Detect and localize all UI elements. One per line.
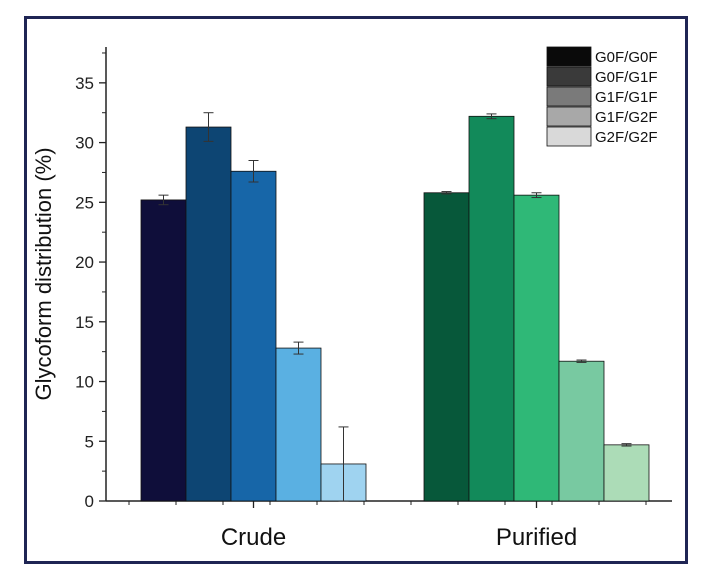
plot-area: 0 5 10 15 20 25 30 35 Crude Purified bbox=[75, 47, 672, 551]
y-tick-label: 10 bbox=[75, 373, 94, 392]
legend-swatch bbox=[546, 46, 592, 67]
y-tick-label: 5 bbox=[85, 432, 94, 451]
y-ticks: 0 5 10 15 20 25 30 35 bbox=[75, 52, 106, 511]
x-ticks bbox=[128, 501, 647, 508]
bar bbox=[275, 347, 322, 502]
bar bbox=[468, 115, 515, 502]
error-bars bbox=[158, 112, 632, 502]
bar bbox=[140, 199, 187, 502]
legend-label: G1F/G1F bbox=[595, 89, 658, 106]
category-label: Purified bbox=[496, 524, 577, 551]
legend-label: G1F/G2F bbox=[595, 109, 658, 126]
y-axis-title: Glycoform distribution (%) bbox=[31, 147, 56, 400]
bar bbox=[423, 192, 470, 502]
y-tick-label: 0 bbox=[85, 492, 94, 511]
legend-label: G0F/G0F bbox=[595, 49, 658, 66]
y-tick-label: 20 bbox=[75, 253, 94, 272]
y-tick-label: 25 bbox=[75, 193, 94, 212]
figure-frame: 0 5 10 15 20 25 30 35 Crude Purified Glycoform d… bbox=[24, 16, 688, 564]
y-tick-label: 35 bbox=[75, 74, 94, 93]
bar bbox=[230, 170, 277, 502]
legend-swatch bbox=[546, 66, 592, 87]
bars bbox=[140, 115, 650, 502]
legend-swatch bbox=[546, 86, 592, 107]
category-label: Crude bbox=[221, 524, 286, 551]
legend-swatch bbox=[546, 126, 592, 147]
bar bbox=[558, 360, 605, 502]
legend-label: G0F/G1F bbox=[595, 69, 658, 86]
bar bbox=[603, 444, 650, 502]
bar-chart: 0 5 10 15 20 25 30 35 Crude Purified Glycoform d… bbox=[31, 46, 672, 551]
bar bbox=[185, 126, 232, 502]
legend-label: G2F/G2F bbox=[595, 129, 658, 146]
legend-swatch bbox=[546, 106, 592, 127]
bar bbox=[513, 194, 560, 502]
y-tick-label: 30 bbox=[75, 134, 94, 153]
legend: G0F/G0F G0F/G1F G1F/G1F G1F/G2F G2F/G2F bbox=[546, 46, 658, 147]
category-labels: Crude Purified bbox=[221, 524, 577, 551]
y-tick-label: 15 bbox=[75, 313, 94, 332]
